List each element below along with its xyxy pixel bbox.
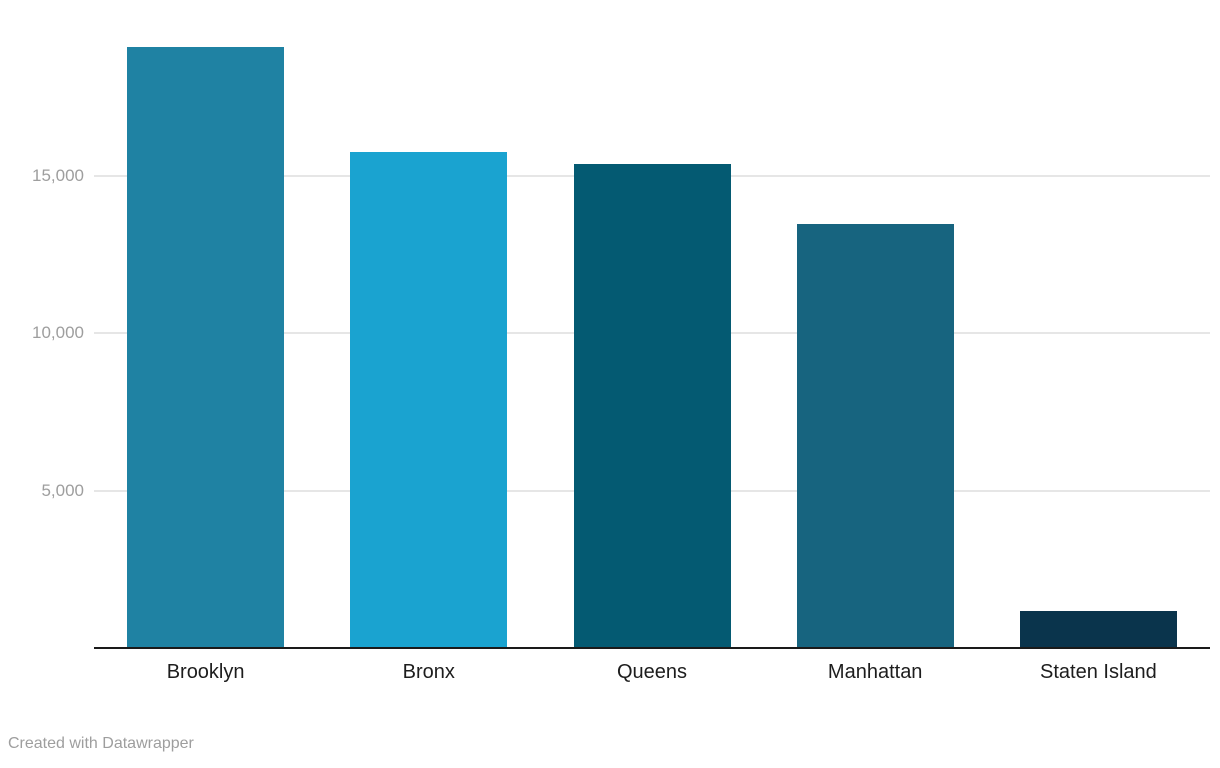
datawrapper-attribution-link[interactable]: Created with Datawrapper: [8, 735, 194, 752]
bar-bronx: [350, 151, 508, 648]
chart-footer: Created with Datawrapper: [8, 734, 194, 754]
bar-brooklyn: [127, 47, 285, 648]
y-axis-tick-label: 5,000: [41, 480, 84, 500]
x-axis-line: [94, 647, 1210, 649]
x-axis-category-label-staten-island: Staten Island: [1040, 661, 1157, 683]
y-axis-tick-label: 15,000: [32, 166, 84, 186]
bar-manhattan: [796, 224, 954, 648]
y-axis-tick-label: 10,000: [32, 323, 84, 343]
x-axis-category-label-manhattan: Manhattan: [827, 661, 923, 683]
bar-staten-island: [1019, 611, 1177, 648]
x-axis-category-label-bronx: Bronx: [402, 661, 455, 683]
bar-queens: [573, 163, 731, 648]
x-axis-category-label-brooklyn: Brooklyn: [166, 661, 245, 683]
x-axis-category-label-queens: Queens: [616, 661, 688, 683]
